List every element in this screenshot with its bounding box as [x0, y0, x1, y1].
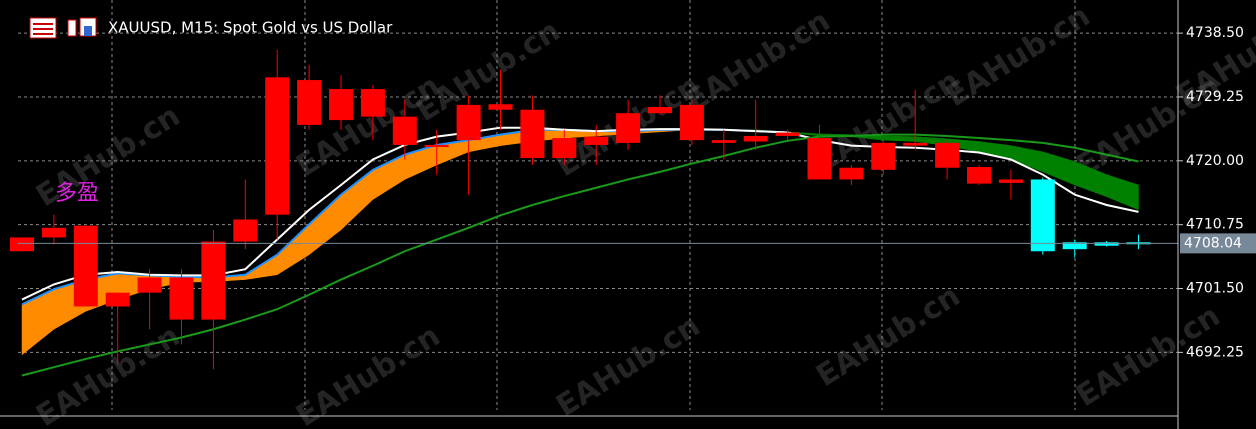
candle-body [967, 167, 991, 184]
candle-body [424, 144, 449, 148]
candle-body [584, 136, 609, 145]
price-axis: 4738.50 4729.25 4720.00 4710.75 4701.50 4692.… [1178, 25, 1256, 360]
candle-body [616, 113, 641, 143]
candle-body [711, 140, 736, 143]
candle-body [775, 132, 800, 136]
icon [84, 26, 92, 36]
y-tick-label: 4720.00 [1186, 153, 1244, 169]
y-tick-label: 4738.50 [1186, 25, 1244, 41]
candle-body [679, 104, 704, 141]
candle-body [137, 277, 162, 293]
y-tick-label: 4729.25 [1186, 89, 1244, 105]
candle-body [839, 167, 864, 180]
current-price-label: 4708.04 [1184, 235, 1242, 251]
candle-body [648, 106, 672, 114]
candle-body [360, 89, 385, 117]
chart-title: XAUUSD, M15: Spot Gold vs US Dollar [108, 19, 393, 37]
annotation: 多盈 [55, 181, 99, 206]
candle-body [903, 142, 928, 146]
y-tick-label: 4710.75 [1186, 217, 1244, 233]
candle-body [743, 135, 768, 142]
candle-body [1030, 179, 1055, 252]
candle-body [1094, 242, 1119, 246]
candle-body [233, 219, 258, 242]
candle-body [520, 109, 545, 159]
candle-body [105, 292, 130, 307]
candle-body [297, 80, 322, 125]
candle-body [392, 116, 417, 145]
current-price-box [1180, 233, 1256, 254]
icon [67, 19, 77, 37]
y-tick-label: 4701.50 [1186, 281, 1244, 297]
candle-body [552, 138, 577, 159]
candle-body [456, 104, 481, 141]
candle-body [41, 227, 66, 238]
candle-body [329, 89, 353, 121]
candle-body [998, 179, 1023, 183]
candle-body [265, 77, 290, 215]
candle-body [1062, 242, 1087, 250]
cloud-segment [1106, 174, 1139, 211]
candle-body [73, 225, 98, 307]
y-tick-label: 4692.25 [1186, 344, 1244, 360]
candle-body [488, 104, 513, 110]
candle-body [10, 237, 34, 252]
candle-body [935, 142, 960, 168]
plot [10, 0, 1178, 410]
candle-body [201, 241, 226, 320]
moving-average [21, 133, 1139, 377]
candle-body [807, 138, 832, 180]
toolbar-icons [29, 17, 97, 39]
candle-body [169, 277, 194, 320]
candle-body [871, 142, 896, 170]
